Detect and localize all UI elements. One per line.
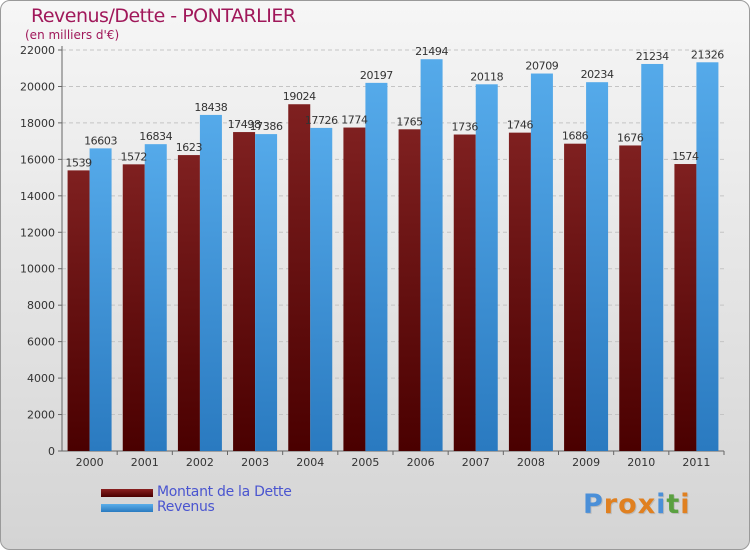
bar-dette [288,104,311,452]
bar-dette [564,143,587,452]
bar-revenus [144,144,167,451]
x-tick-label: 2008 [517,456,545,469]
data-label: 16834 [139,130,172,143]
bar-dette [453,134,476,451]
bar-revenus [641,63,664,451]
data-label: 17726 [305,114,338,127]
bar-dette [398,129,421,451]
x-tick-label: 2007 [462,456,490,469]
data-label: 1774 [341,114,368,127]
data-label: 1676 [617,131,644,144]
y-tick-label: 4000 [27,372,55,385]
data-label: 19024 [283,90,316,103]
data-label: 1623 [176,141,203,154]
logo-letter: i [656,489,667,520]
grid-lines [62,49,724,416]
x-tick-label: 2001 [131,456,159,469]
x-tick-label: 2009 [572,456,600,469]
bar-dette [233,132,256,451]
x-tick-label: 2002 [186,456,214,469]
y-tick-label: 8000 [27,299,55,312]
bar-dette [619,145,642,451]
y-tick-label: 16000 [20,153,55,166]
bar-dette [508,132,531,451]
logo-letter: i [680,489,691,520]
y-tick-label: 6000 [27,336,55,349]
bar-revenus [365,82,388,451]
x-tick-label: 2010 [627,456,655,469]
data-label: 21326 [691,48,724,61]
bar-revenus [89,148,112,451]
bar-revenus [255,134,278,451]
bar-dette [674,164,697,451]
y-tick-label: 22000 [20,44,55,57]
y-tick-label: 12000 [20,226,55,239]
bar-revenus [199,114,222,452]
data-label: 1574 [672,150,699,163]
logo-letter: r [603,489,619,520]
x-tick-label: 2006 [407,456,435,469]
chart-subtitle: (en milliers d'€) [25,28,120,42]
legend-swatch-dette [101,489,153,497]
bar-revenus [475,84,498,452]
data-label: 21494 [415,45,448,58]
axes: 0 2000 4000 6000 8000 10000 12000 14000 16000 180… [20,44,725,469]
proxiti-logo: Proxiti [583,489,691,520]
data-label: 1736 [452,121,479,134]
bar-dette [177,155,200,451]
logo-letter: t [666,489,681,520]
y-tick-label: 0 [48,445,55,458]
bar-revenus [310,127,333,451]
data-label: 1539 [65,156,92,169]
bar-revenus [530,73,553,452]
bar-dette [122,164,145,452]
y-tick-label: 10000 [20,263,55,276]
data-label: 18438 [194,101,227,114]
bar-revenus [586,82,609,451]
data-label: 1572 [121,150,147,163]
logo-letter: P [583,489,604,520]
data-label: 16603 [84,134,117,147]
logo-letter: o [618,489,638,520]
logo-letter: x [637,489,657,520]
data-label: 21234 [636,50,669,63]
data-label: 20197 [360,69,393,82]
chart-title: Revenus/Dette - PONTARLIER [31,5,296,27]
x-tick-label: 2003 [241,456,269,469]
y-tick-label: 18000 [20,117,55,130]
legend-label-dette: Montant de la Dette [157,484,292,500]
bar-revenus [696,62,719,451]
bar-dette [67,170,90,451]
bar-revenus [420,59,443,452]
data-label: 20234 [581,68,614,81]
y-tick-label: 14000 [20,190,55,203]
y-tick-label: 2000 [27,409,55,422]
data-label: 1765 [396,115,423,128]
bar-dette [343,127,366,451]
legend-label-revenus: Revenus [157,499,215,515]
x-tick-label: 2005 [351,456,379,469]
x-tick-label: 2011 [682,456,710,469]
bars [67,59,719,452]
x-tick-label: 2004 [296,456,324,469]
data-label: 17498 [228,118,261,131]
data-label: 1746 [507,119,534,132]
data-label: 20709 [525,60,558,73]
x-tick-label: 2000 [76,456,104,469]
data-label: 17386 [250,120,283,133]
data-label: 20118 [470,70,503,83]
y-tick-label: 20000 [20,80,55,93]
data-label: 1686 [562,130,589,143]
legend-swatch-revenus [101,504,153,512]
